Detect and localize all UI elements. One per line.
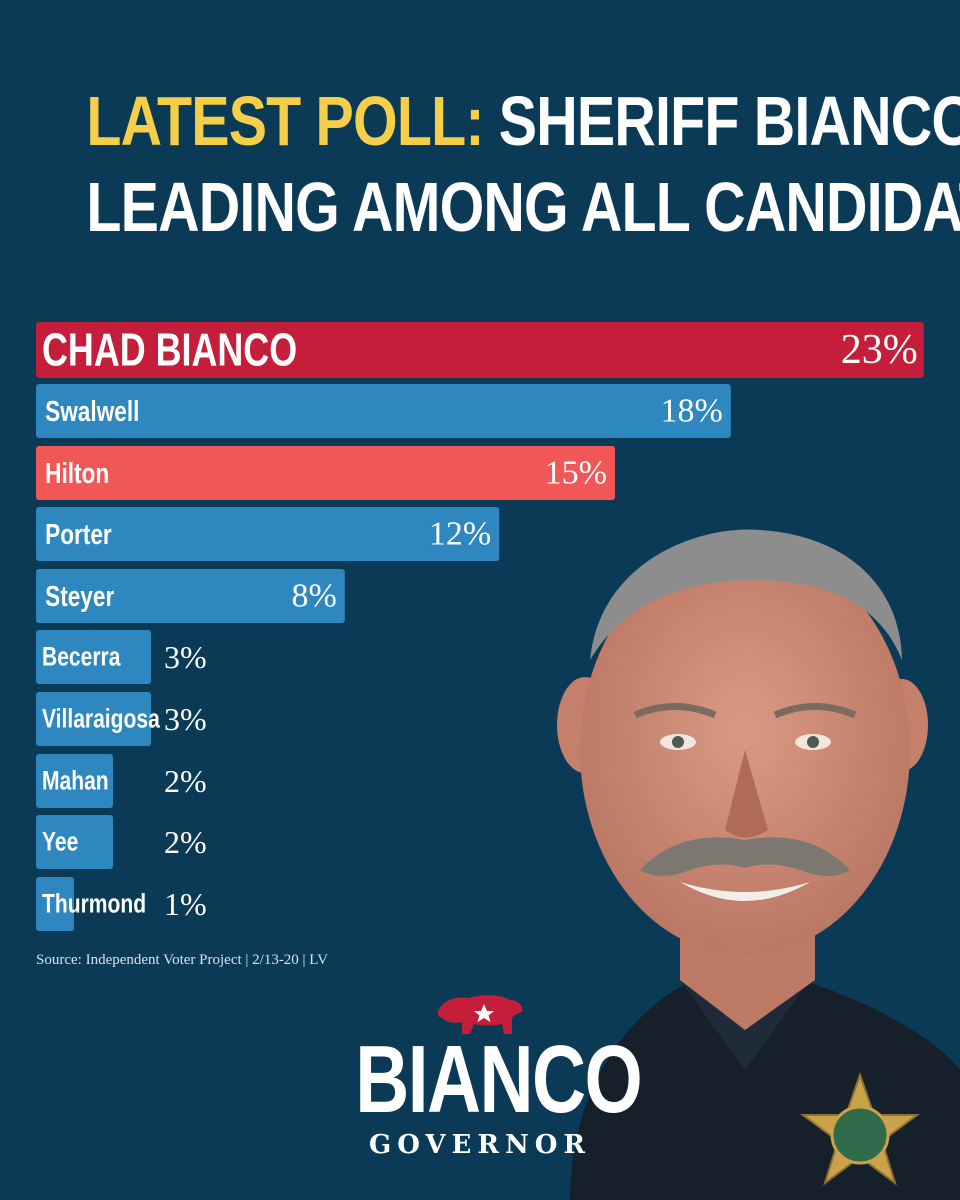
headline-line-1: LATEST POLL: SHERIFF BIANCO: [86, 78, 960, 164]
headline: LATEST POLL: SHERIFF BIANCO LEADING AMON…: [86, 78, 960, 250]
campaign-logo: BIANCO GOVERNOR: [320, 990, 643, 1160]
bar-value-label: 12%: [429, 516, 491, 553]
bar-hilton: [36, 446, 615, 500]
bar-label: Yee: [42, 827, 78, 857]
bar-label: Hilton: [45, 456, 109, 489]
bar-chad-bianco: [36, 322, 924, 378]
logo-name: BIANCO: [355, 1026, 643, 1133]
bar-value-label: 23%: [841, 327, 918, 373]
bar-steyer: [36, 569, 345, 623]
bar-porter: [36, 507, 500, 561]
candidate-portrait: [557, 529, 960, 1200]
bar-value-label: 3%: [164, 701, 207, 737]
bar-mahan: [36, 754, 113, 808]
bar-thurmond: [36, 877, 74, 931]
bar-label: Steyer: [45, 579, 114, 612]
bar-value-label: 2%: [164, 763, 207, 799]
bar-label: Villaraigosa: [42, 704, 160, 734]
bar-value-label: 15%: [545, 455, 607, 492]
bar-value-label: 2%: [164, 824, 207, 860]
bar-label: Swalwell: [45, 394, 139, 427]
bar-villaraigosa: [36, 692, 151, 746]
bar-value-label: 1%: [164, 886, 207, 922]
california-bear-icon: [438, 995, 523, 1034]
bar-label: Becerra: [42, 642, 121, 672]
bar-value-label: 18%: [660, 393, 722, 430]
source-note: Source: Independent Voter Project | 2/13…: [36, 952, 328, 968]
logo-subtitle: GOVERNOR: [368, 1130, 591, 1160]
headline-rest: SHERIFF BIANCO: [483, 82, 960, 160]
bar-yee: [36, 815, 113, 869]
sheriff-badge-icon: [799, 1071, 921, 1186]
bar-value-label: 8%: [291, 578, 336, 615]
headline-line-2: LEADING AMONG ALL CANDIDATES: [86, 168, 960, 246]
headline-accent: LATEST POLL:: [86, 82, 484, 160]
bar-label: CHAD BIANCO: [42, 324, 297, 375]
bar-becerra: [36, 630, 151, 684]
bar-value-label: 3%: [164, 639, 207, 675]
bar-label: Thurmond: [42, 889, 146, 919]
bar-label: Mahan: [42, 766, 109, 796]
bar-swalwell: [36, 384, 731, 438]
bar-label: Porter: [45, 517, 112, 550]
